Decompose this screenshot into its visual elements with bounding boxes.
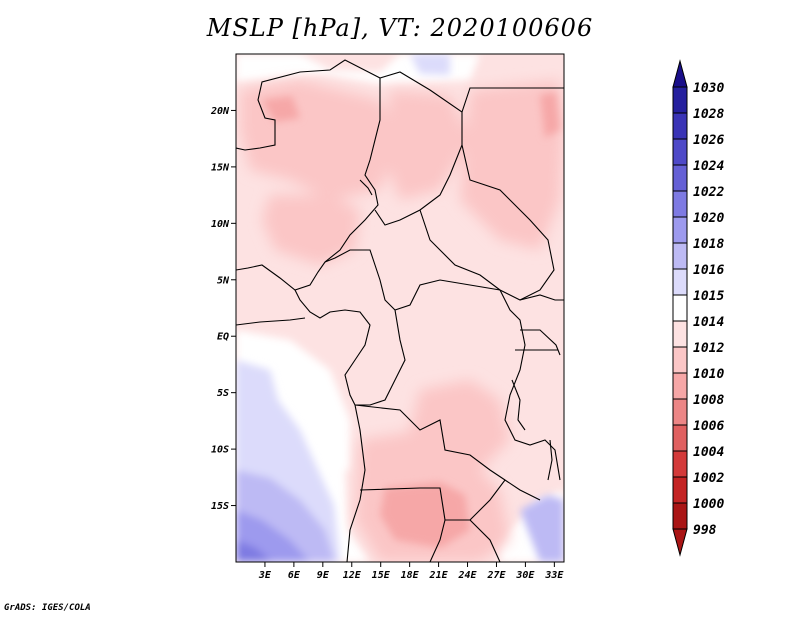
boundary-egypt: [461, 87, 564, 113]
colorbar-min-arrow: [672, 528, 688, 557]
colorbar-segment: [672, 320, 688, 348]
blue-north: [410, 54, 450, 75]
map-title: MSLP [hPa], VT: 2020100606: [206, 14, 594, 42]
colorbar-label: 1028: [693, 107, 724, 122]
colorbar-segment: [672, 242, 688, 270]
pink-sudan: [460, 80, 564, 250]
colorbar-label: 1024: [693, 159, 724, 174]
map-frame: [235, 53, 565, 563]
colorbar-segment: [672, 476, 688, 504]
grads-credit: GrADS: IGES/COLA: [4, 603, 91, 613]
lon-tick-label: 27E: [486, 570, 506, 581]
pink-sahel-center: [385, 90, 470, 200]
lon-tick-label: 12E: [343, 570, 362, 581]
colorbar-segment: [672, 294, 688, 322]
colorbar-label: 1015: [693, 289, 724, 304]
colorbar-segment: [672, 86, 688, 114]
lat-tick-label: 10N: [211, 219, 230, 230]
colorbar-segment: [672, 216, 688, 244]
longitude-axis: 3E 6E 9E 12E 15E 18E 21E 24E 27E 30E 33E: [258, 562, 564, 581]
pink-nigeria: [262, 195, 360, 265]
colorbar-label: 1000: [693, 497, 724, 512]
lake-tanganyika: [511, 379, 526, 431]
colorbar-label: 1018: [693, 237, 724, 252]
boundaries: [236, 59, 564, 562]
boundary-car: [324, 249, 501, 311]
lon-tick-label: 6E: [288, 570, 301, 581]
lon-tick-label: 3E: [258, 570, 272, 581]
colorbar-segment: [672, 268, 688, 296]
lon-tick-label: 30E: [515, 570, 535, 581]
colorbar-segment: [672, 502, 688, 530]
colorbar-segment: [672, 112, 688, 140]
lon-tick-label: 18E: [401, 570, 420, 581]
colorbar-segment: [672, 190, 688, 218]
colorbar-segment: [672, 398, 688, 426]
colorbar-label: 1030: [693, 81, 724, 96]
lon-tick-label: 15E: [372, 570, 391, 581]
blue-southeast: [520, 495, 564, 562]
boundary-botswana: [469, 519, 501, 562]
boundary-zambia: [445, 479, 541, 521]
colorbar-label: 1012: [693, 341, 724, 356]
colorbar-label: 1022: [693, 185, 724, 200]
colorbar-segment: [672, 450, 688, 478]
colorbar-label: 1010: [693, 367, 724, 382]
lake-chad: [359, 179, 373, 196]
colorbar-label: 1020: [693, 211, 724, 226]
colorbar-label: 1014: [693, 315, 724, 330]
lon-tick-label: 24E: [457, 570, 477, 581]
lat-tick-label: EQ: [217, 332, 229, 343]
low-east: [540, 92, 560, 138]
boundary-chad: [374, 71, 463, 226]
colorbar-max-arrow: [672, 59, 688, 88]
colorbar-label: 1026: [693, 133, 724, 148]
lat-tick-label: 10S: [211, 445, 229, 456]
lat-tick-label: 20N: [210, 106, 230, 117]
boundary-sudan: [419, 144, 555, 301]
colorbar-segment: [672, 346, 688, 374]
lat-tick-label: 5N: [217, 275, 230, 286]
colorbar-label: 1004: [693, 445, 724, 460]
lat-tick-label: 5S: [217, 388, 229, 399]
boundary-drc-east: [499, 289, 561, 481]
blue-1020: [236, 540, 272, 562]
boundary-namibia: [359, 487, 446, 562]
colorbar-label: 1006: [693, 419, 724, 434]
lat-tick-label: 15N: [211, 162, 230, 173]
colorbar: 1030 1028 1026 1024 1022 1020 1018 1016 1015 1014…: [672, 59, 724, 557]
latitude-axis: 20N 15N 10N 5N EQ 5S 10S 15S: [210, 106, 236, 512]
lake-malawi: [547, 439, 553, 481]
boundary-angola-north: [354, 404, 506, 481]
coast-guinea: [236, 317, 306, 326]
lon-tick-label: 33E: [544, 570, 564, 581]
lon-tick-label: 21E: [429, 570, 449, 581]
colorbar-segment: [672, 138, 688, 166]
colorbar-label: 1002: [693, 471, 724, 486]
colorbar-label: 998: [693, 523, 717, 538]
colorbar-segment: [672, 164, 688, 192]
lon-tick-label: 9E: [317, 570, 330, 581]
lat-tick-label: 15S: [211, 501, 229, 512]
boundary-gabon: [294, 289, 371, 406]
low-kalahari: [380, 482, 470, 548]
colorbar-segment: [672, 372, 688, 400]
boundary-congo: [355, 309, 406, 406]
colorbar-segment: [672, 424, 688, 452]
colorbar-label: 1008: [693, 393, 724, 408]
colorbar-label: 1016: [693, 263, 724, 278]
coast-angola: [346, 404, 366, 562]
boundary-kenya: [519, 294, 564, 301]
boundary-west-sahel: [236, 59, 381, 291]
lake-victoria: [515, 329, 561, 356]
low-west: [262, 96, 300, 122]
